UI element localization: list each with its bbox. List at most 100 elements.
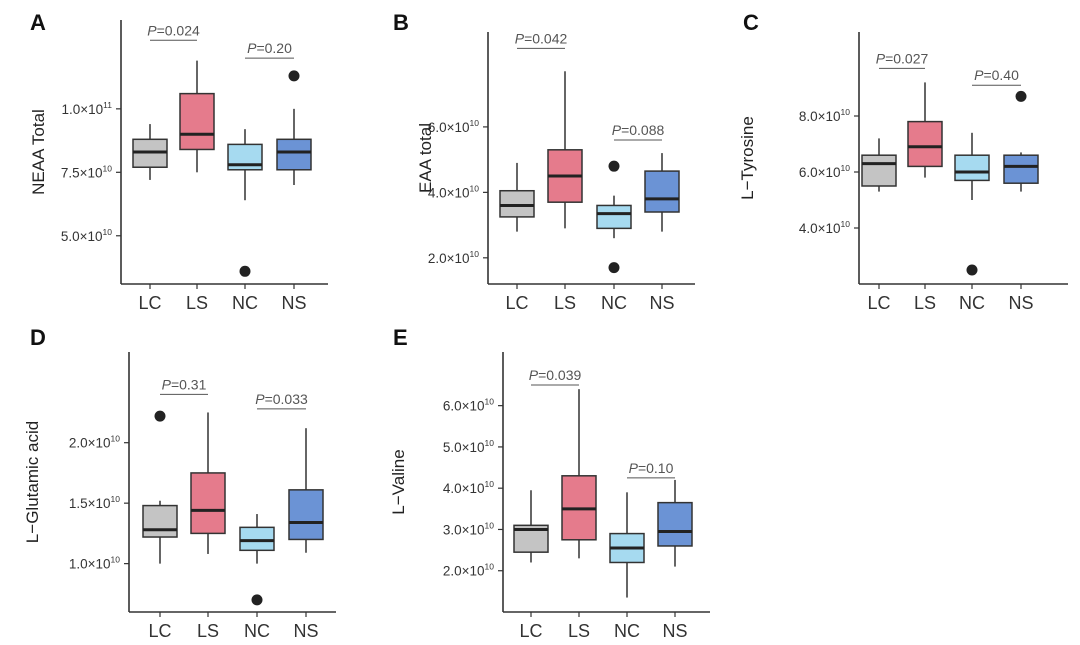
p-value: =0.31 [171,376,207,392]
outlier-point [608,160,620,172]
box-body [1003,154,1039,184]
panel-letter: C [743,10,759,35]
x-tick-label: LC [867,293,890,313]
y-tick-label: 6.0×1010 [428,118,479,135]
outlier-point [251,594,263,606]
y-tick-label: 6.0×1010 [799,163,850,180]
y-tick-exponent: 10 [103,163,113,173]
x-tick-label: LS [197,621,219,641]
box-lc [142,410,178,564]
y-tick-exponent: 10 [470,183,480,193]
y-tick-exponent: 10 [470,118,480,128]
box-lc [513,490,549,563]
x-tick-label: LC [148,621,171,641]
y-tick-exponent: 10 [111,494,121,504]
panel-letter: D [30,325,46,350]
y-tick-label: 5.0×1010 [61,227,112,244]
box-body [239,526,275,552]
y-tick-mantissa: 5.0×10 [443,440,485,455]
p-letter: P [974,67,984,83]
x-tick-label: NS [281,293,306,313]
p-letter: P [162,376,172,392]
y-tick-mantissa: 2.0×10 [443,564,485,579]
box-lc [132,124,168,180]
p-value-label: P=0.10 [629,460,674,476]
x-tick-label: LC [519,621,542,641]
x-tick-label: NC [601,293,627,313]
y-tick-exponent: 10 [841,163,851,173]
y-tick-exponent: 10 [841,219,851,229]
box-ns [657,479,693,567]
panel-letter: A [30,10,46,35]
x-tick-label: NC [232,293,258,313]
p-value-label: P=0.042 [515,30,568,46]
box-ns [288,428,324,553]
panel-letter: E [393,325,408,350]
box-ls [561,389,597,559]
outlier-point [288,70,300,82]
p-value-label: P=0.027 [876,50,929,66]
p-value: =0.10 [638,460,674,476]
p-value-label: P=0.033 [255,391,308,407]
y-axis-title: EAA total [416,123,435,193]
box-body [190,472,226,535]
y-tick-label: 1.5×1010 [69,494,120,511]
y-tick-mantissa: 3.0×10 [443,522,485,537]
y-tick-mantissa: 1.0×10 [62,102,104,117]
box-lc [861,138,897,192]
y-tick-exponent: 10 [111,434,121,444]
p-letter: P [515,30,525,46]
p-value: =0.40 [983,67,1019,83]
x-tick-label: NS [662,621,687,641]
box-body [499,189,535,218]
y-tick-exponent: 10 [470,249,480,259]
p-value-label: P=0.088 [612,122,665,138]
x-tick-label: LC [505,293,528,313]
panel-letter: B [393,10,409,35]
x-tick-label: NS [649,293,674,313]
x-tick-label: LC [138,293,161,313]
box-body [142,504,178,538]
p-value: =0.042 [524,30,567,46]
y-tick-mantissa: 5.0×10 [61,229,103,244]
box-ls [179,60,215,173]
y-tick-label: 6.0×1010 [443,397,494,414]
y-tick-mantissa: 2.0×10 [69,436,111,451]
y-tick-mantissa: 4.0×10 [799,221,841,236]
y-tick-exponent: 10 [485,562,495,572]
outlier-point [239,265,251,277]
p-value: =0.024 [157,22,200,38]
y-tick-label: 4.0×1010 [443,479,494,496]
box-nc [227,129,263,277]
x-tick-label: NS [293,621,318,641]
y-tick-mantissa: 6.0×10 [799,165,841,180]
p-value: =0.20 [256,40,292,56]
p-value: =0.088 [621,122,664,138]
x-tick-label: NC [959,293,985,313]
y-axis-title: L−Glutamic acid [23,421,42,543]
x-tick-label: LS [914,293,936,313]
box-nc [954,132,990,276]
x-tick-label: LS [554,293,576,313]
box-ls [907,82,943,178]
outlier-point [1015,90,1027,102]
y-tick-label: 3.0×1010 [443,520,494,537]
y-tick-exponent: 10 [841,107,851,117]
y-tick-label: 2.0×1010 [69,434,120,451]
box-body [861,154,897,187]
y-axis-title: NEAA Total [29,109,48,195]
p-value-label: P=0.31 [162,376,207,392]
y-tick-label: 2.0×1010 [443,562,494,579]
p-value-label: P=0.039 [529,367,582,383]
y-tick-label: 2.0×1010 [428,249,479,266]
y-tick-mantissa: 1.0×10 [69,557,111,572]
outlier-point [966,264,978,276]
x-tick-label: NC [614,621,640,641]
x-tick-label: LS [186,293,208,313]
y-axis-title: L−Tyrosine [738,116,757,200]
box-ns [276,70,312,185]
y-tick-mantissa: 4.0×10 [428,185,470,200]
y-tick-exponent: 10 [485,520,495,530]
